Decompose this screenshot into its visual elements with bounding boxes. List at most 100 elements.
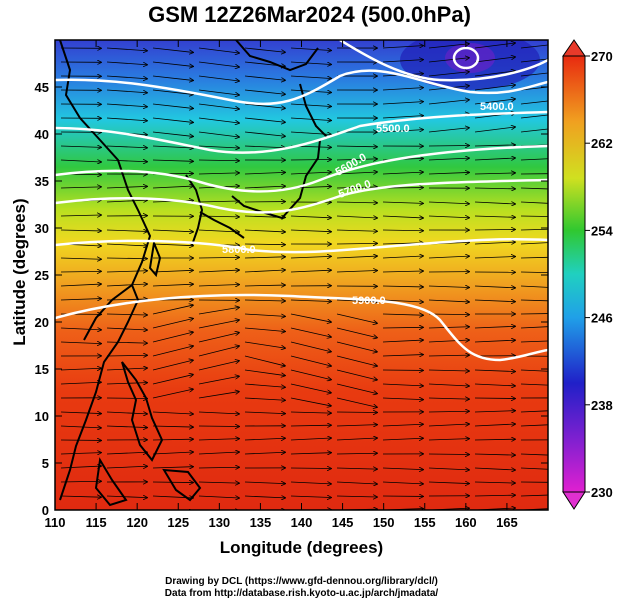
wind-streamline <box>198 270 239 272</box>
wind-streamline <box>428 355 469 356</box>
wind-streamline <box>198 131 239 137</box>
wind-streamline <box>244 186 285 188</box>
wind-streamline <box>60 412 101 414</box>
wind-streamline <box>198 47 239 53</box>
wind-streamline <box>474 71 515 77</box>
wind-streamline <box>428 439 469 440</box>
wind-streamline <box>382 468 423 470</box>
wind-streamline <box>106 271 147 272</box>
wind-streamline <box>336 383 377 394</box>
wind-streamline <box>382 172 423 174</box>
wind-streamline <box>290 412 331 413</box>
wind-streamline <box>198 201 239 202</box>
y-tick-label: 0 <box>42 503 49 518</box>
wind-streamline <box>244 103 285 108</box>
wind-streamline <box>198 75 239 81</box>
wind-streamline <box>290 75 331 78</box>
wind-streamline <box>198 496 239 498</box>
wind-streamline <box>382 271 423 272</box>
wind-streamline <box>60 284 101 286</box>
wind-streamline <box>106 314 147 315</box>
wind-streamline <box>382 314 423 315</box>
wind-streamline <box>198 392 239 399</box>
wind-streamline <box>382 256 423 258</box>
wind-streamline <box>520 285 548 288</box>
wind-streamline <box>336 397 377 407</box>
wind-streamline <box>106 466 147 468</box>
wind-streamline <box>474 173 515 174</box>
wind-streamline <box>152 117 193 122</box>
wind-streamline <box>382 327 423 328</box>
wind-streamline <box>60 453 101 454</box>
x-tick-label: 110 <box>45 515 66 530</box>
wind-streamline <box>152 467 193 468</box>
wind-streamline <box>336 202 377 203</box>
wind-streamline <box>244 146 285 148</box>
wind-streamline <box>290 425 331 426</box>
wind-streamline <box>152 131 193 136</box>
wind-streamline <box>244 313 285 316</box>
wind-streamline <box>152 452 193 454</box>
wind-streamline <box>152 305 193 315</box>
wind-streamline <box>60 146 101 147</box>
wind-streamline <box>520 201 548 204</box>
wind-streamline <box>520 187 548 190</box>
wind-streamline <box>336 453 377 454</box>
wind-streamline <box>520 158 548 161</box>
wind-streamline <box>244 230 285 232</box>
wind-streamline <box>520 58 548 63</box>
colorbar-tick-label: 262 <box>591 136 613 151</box>
wind-streamline <box>336 187 377 188</box>
wind-streamline <box>244 438 285 440</box>
wind-streamline <box>60 258 101 259</box>
wind-streamline <box>428 370 469 371</box>
y-tick-label: 35 <box>35 174 49 189</box>
wind-streamline <box>198 361 239 371</box>
wind-streamline <box>290 496 331 498</box>
wind-streamline <box>382 46 423 49</box>
wind-streamline <box>106 244 147 246</box>
wind-streamline <box>428 327 469 328</box>
wind-streamline <box>198 216 239 217</box>
wind-streamline <box>152 360 193 371</box>
wind-streamline <box>198 173 239 174</box>
wind-streamline <box>336 271 377 272</box>
credit-drawing: Drawing by DCL (https://www.gfd-dennou.o… <box>165 576 438 587</box>
colorbar-tick-label: 230 <box>591 485 613 500</box>
wind-streamline <box>290 300 331 301</box>
x-tick-label: 120 <box>126 515 148 530</box>
contour-label: 5500.0 <box>376 123 410 135</box>
wind-streamline <box>474 454 515 455</box>
wind-streamline <box>520 114 548 119</box>
wind-streamline <box>290 327 331 337</box>
wind-streamline <box>520 410 548 413</box>
coastlines <box>59 40 329 507</box>
wind-streamline <box>336 482 377 484</box>
colorbar-scale <box>562 55 586 493</box>
wind-streamline <box>520 100 548 105</box>
wind-streamline <box>198 61 239 67</box>
wind-streamline <box>106 426 147 428</box>
contour-label: 5400.0 <box>480 101 514 113</box>
x-tick-label: 125 <box>167 515 189 530</box>
wind-streamline <box>382 355 423 356</box>
wind-streamline <box>428 398 469 399</box>
wind-streamline <box>198 439 239 440</box>
wind-streamline <box>382 482 423 484</box>
chart-title: GSM 12Z26Mar2024 (500.0hPa) <box>148 2 471 27</box>
wind-streamline <box>428 454 469 455</box>
wind-streamline <box>152 61 193 66</box>
wind-streamline <box>244 452 285 454</box>
wind-streamline <box>428 340 469 342</box>
wind-streamline <box>244 496 285 498</box>
wind-streamline <box>520 128 548 133</box>
wind-streamline <box>290 341 331 352</box>
colorbar: 230 238 246 254 262 270 <box>562 39 613 510</box>
wind-streamline <box>336 468 377 469</box>
wind-streamline <box>198 467 239 468</box>
colorbar-tick-label: 246 <box>591 311 613 326</box>
wind-streamline <box>336 496 377 497</box>
wind-streamline <box>106 89 147 93</box>
wind-streamline <box>152 346 193 357</box>
